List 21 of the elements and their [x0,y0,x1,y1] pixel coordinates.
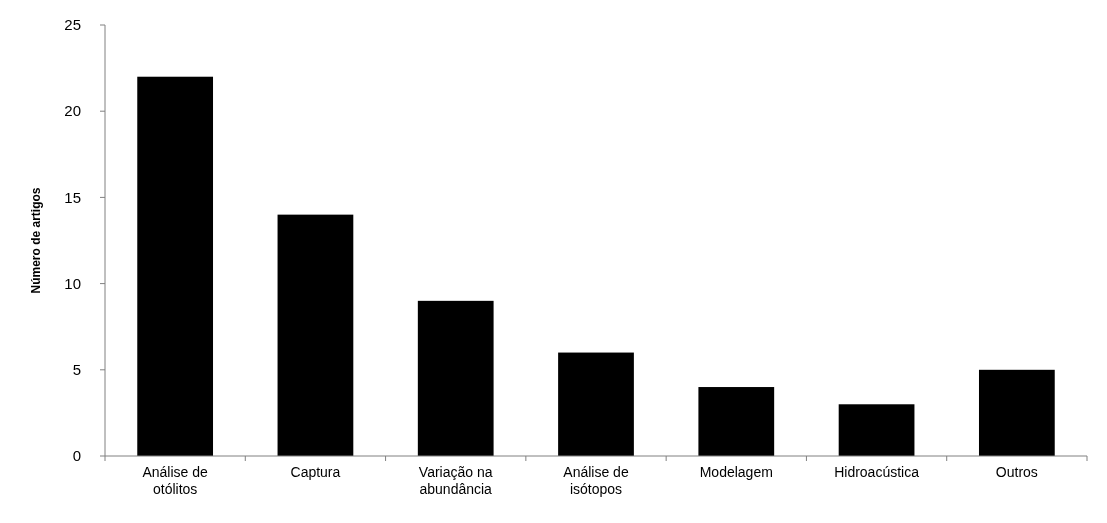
bar [838,404,915,456]
x-tick-label: Análise de otólitos [142,464,209,497]
x-tick-label: Outros [995,464,1038,480]
bar [978,369,1055,456]
bar [417,300,494,456]
y-axis-title: Número de artigos [29,187,43,294]
x-tick-label: Análise de isótopos [563,464,629,497]
x-tick-label: Captura [290,464,341,480]
bar [558,352,634,456]
y-tick-label: 10 [64,274,81,292]
y-tick-label: 25 [64,16,81,34]
x-tick-label: Modelagem [699,464,773,480]
bar [698,387,775,456]
bar [277,214,354,456]
y-tick-label: 5 [72,361,81,379]
bar [137,76,214,456]
x-tick-label: Hidroacústica [834,464,920,480]
y-tick-label: 20 [64,102,81,120]
y-tick-label: 15 [64,188,81,206]
y-tick-label: 0 [72,447,81,465]
x-tick-label: Variação na abundância [418,464,493,497]
